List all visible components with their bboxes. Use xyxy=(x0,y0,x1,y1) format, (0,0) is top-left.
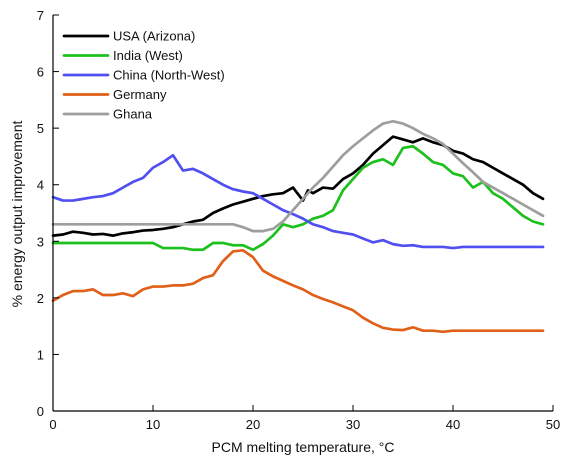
y-tick-label: 1 xyxy=(37,347,44,362)
y-axis-title: % energy output improvement xyxy=(9,121,25,308)
legend-label-china-north-west: China (North-West) xyxy=(113,68,225,83)
y-tick-label: 3 xyxy=(37,234,44,249)
y-tick-label: 0 xyxy=(37,404,44,419)
legend-label-ghana: Ghana xyxy=(113,107,153,122)
series-line-ghana xyxy=(53,121,543,231)
x-tick-label: 10 xyxy=(146,417,160,432)
legend: USA (Arizona) India (West) China (North-We… xyxy=(64,29,225,122)
legend-label-usa-arizona: USA (Arizona) xyxy=(113,29,195,44)
legend-label-germany: Germany xyxy=(113,87,167,102)
x-tick-label: 50 xyxy=(546,417,560,432)
series-line-germany xyxy=(53,250,543,331)
y-tick-label: 5 xyxy=(37,121,44,136)
y-tick-label: 2 xyxy=(37,291,44,306)
x-tick-label: 0 xyxy=(49,417,56,432)
y-tick-label: 7 xyxy=(37,8,44,23)
x-tick-label: 20 xyxy=(246,417,260,432)
legend-label-india-west: India (West) xyxy=(113,48,183,63)
y-tick-label: 4 xyxy=(37,178,44,193)
y-tick-label: 6 xyxy=(37,65,44,80)
x-tick-label: 40 xyxy=(446,417,460,432)
series-layer xyxy=(53,121,543,331)
x-axis-title: PCM melting temperature, °C xyxy=(212,439,395,455)
x-tick-label: 30 xyxy=(346,417,360,432)
